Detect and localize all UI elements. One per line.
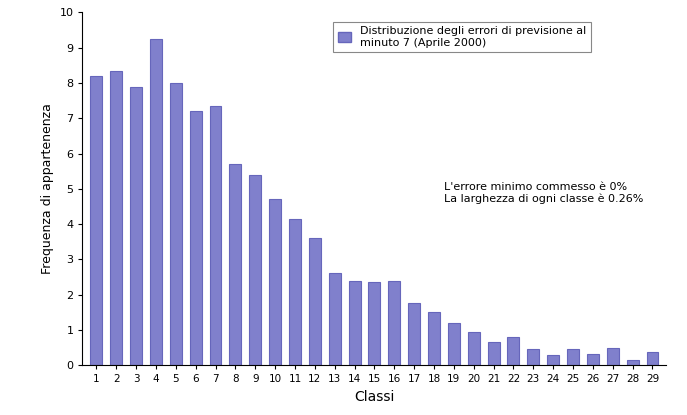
Bar — [388, 281, 401, 365]
Bar — [249, 175, 261, 365]
Bar — [468, 332, 480, 365]
Bar — [329, 273, 341, 365]
Bar — [587, 354, 599, 365]
Bar — [428, 312, 440, 365]
Bar — [110, 71, 122, 365]
Bar — [548, 355, 559, 365]
Bar — [348, 281, 361, 365]
Bar — [408, 303, 420, 365]
Bar — [170, 83, 182, 365]
Bar — [607, 348, 619, 365]
Bar — [646, 352, 658, 365]
Bar — [528, 349, 539, 365]
Bar — [130, 86, 142, 365]
Bar — [627, 360, 639, 365]
Bar — [567, 349, 579, 365]
Bar — [289, 219, 301, 365]
Bar — [210, 106, 221, 365]
Y-axis label: Frequenza di appartenenza: Frequenza di appartenenza — [41, 103, 54, 274]
Bar — [91, 76, 102, 365]
Bar — [309, 238, 321, 365]
Bar — [508, 337, 519, 365]
Bar — [269, 199, 281, 365]
Bar — [488, 342, 499, 365]
X-axis label: Classi: Classi — [354, 390, 394, 404]
Bar — [190, 111, 201, 365]
Bar — [229, 164, 241, 365]
Bar — [448, 323, 460, 365]
Text: L'errore minimo commesso è 0%
La larghezza di ogni classe è 0.26%: L'errore minimo commesso è 0% La larghez… — [444, 182, 644, 204]
Bar — [368, 282, 381, 365]
Bar — [150, 39, 162, 365]
Legend: Distribuzione degli errori di previsione al
minuto 7 (Aprile 2000): Distribuzione degli errori di previsione… — [333, 22, 591, 52]
